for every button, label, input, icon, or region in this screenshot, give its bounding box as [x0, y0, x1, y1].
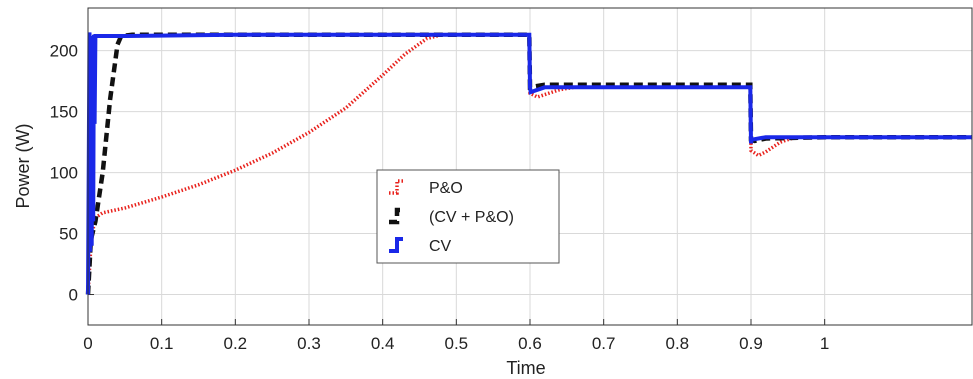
- legend-swatch-1: [389, 207, 403, 225]
- x-tick-label-5: 0.5: [445, 334, 469, 353]
- legend-swatch-0: [389, 179, 403, 195]
- legend-label-2: CV: [429, 238, 452, 255]
- x-tick-label-9: 0.9: [739, 334, 763, 353]
- y-tick-label-0: 0: [69, 286, 78, 305]
- y-axis-label: Power (W): [13, 124, 33, 209]
- y-tick-label-3: 150: [50, 103, 78, 122]
- x-tick-label-10: 1: [820, 334, 829, 353]
- x-tick-label-3: 0.3: [297, 334, 321, 353]
- legend-box: [376, 169, 560, 264]
- y-tick-label-2: 100: [50, 164, 78, 183]
- x-tick-label-6: 0.6: [518, 334, 542, 353]
- y-tick-label-1: 50: [59, 225, 78, 244]
- x-tick-label-0: 0: [83, 334, 92, 353]
- tick-labels: 0 0.1 0.2 0.3 0.4 0.5 0.6 0.7 0.8 0.9 1 0 50 100 150 20…: [50, 42, 830, 353]
- x-tick-label-1: 0.1: [150, 334, 174, 353]
- legend-label-0: P&O: [429, 180, 463, 197]
- y-tick-label-4: 200: [50, 42, 78, 61]
- plot-frame: [87, 7, 973, 326]
- x-tick-label-8: 0.8: [666, 334, 690, 353]
- x-tick-label-4: 0.4: [371, 334, 395, 353]
- data-series: [85, 32, 972, 295]
- x-axis-label: Time: [506, 358, 545, 378]
- legend-swatch-2: [389, 237, 403, 253]
- x-tick-label-7: 0.7: [592, 334, 616, 353]
- legend-label-1: (CV + P&O): [429, 209, 514, 226]
- series-line-2: [86, 32, 972, 295]
- legend: P&O (CV + P&O) CV: [376, 169, 560, 264]
- x-tick-label-2: 0.2: [224, 334, 248, 353]
